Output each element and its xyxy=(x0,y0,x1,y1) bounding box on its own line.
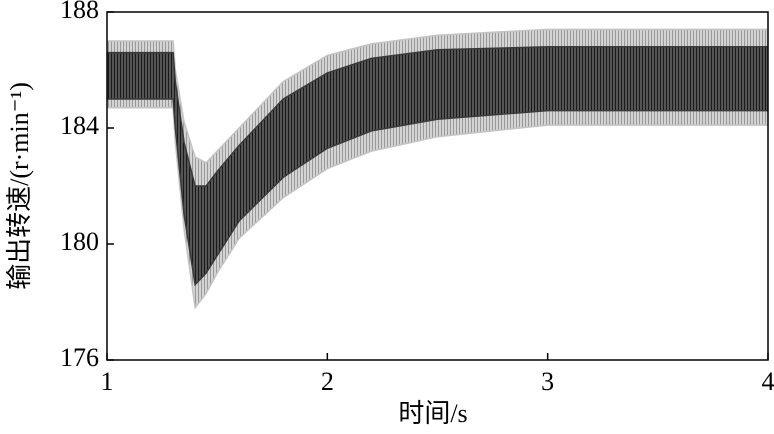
y-tick-label: 184 xyxy=(60,111,99,140)
envelope-line xyxy=(107,98,768,287)
envelope-line xyxy=(107,106,768,310)
x-tick-label: 2 xyxy=(321,367,334,396)
y-tick-label: 188 xyxy=(60,0,99,24)
envelope-line xyxy=(107,28,768,164)
envelope-line xyxy=(107,46,768,187)
band-fill xyxy=(107,46,768,285)
y-tick-label: 176 xyxy=(60,343,99,372)
x-tick-label: 3 xyxy=(541,367,554,396)
x-tick-label: 4 xyxy=(762,367,774,396)
x-tick-label: 1 xyxy=(101,367,114,396)
y-tick-label: 180 xyxy=(60,227,99,256)
plot-frame xyxy=(106,11,769,361)
y-axis-label: 输出转速/(r·min⁻¹) xyxy=(5,82,34,290)
x-axis-label: 时间/s xyxy=(398,399,467,428)
